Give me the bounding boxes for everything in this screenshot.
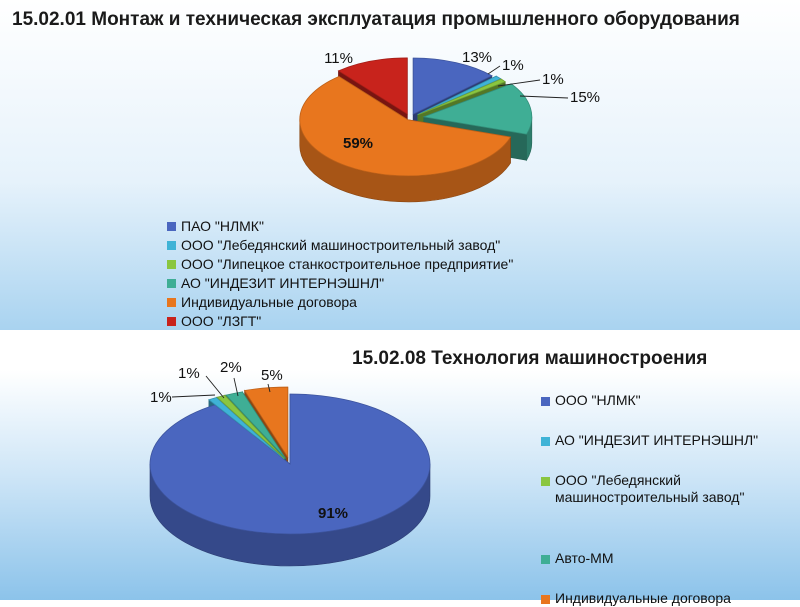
pie-slice [299, 75, 512, 177]
chart1-pie: 13% 1% 1% 15% 59% 11% [299, 49, 600, 203]
legend-label: Индивидуальные договора [181, 294, 357, 310]
pie-slice [149, 393, 431, 535]
pie-slice [412, 57, 493, 115]
chart1-legend: ПАО "НЛМК" ООО "Лебедянский машиностроите… [167, 218, 513, 332]
chart2-legend-item: ООО "Лебедянский машиностроительный заво… [541, 472, 770, 506]
data-label: 91% [318, 505, 348, 522]
data-label: 13% [462, 49, 492, 66]
legend-label: ООО "НЛМК" [555, 392, 641, 408]
data-label: 1% [178, 365, 200, 382]
legend-label: Авто-ММ [555, 550, 614, 566]
chart1-legend-item: ООО "ЛЗГТ" [167, 313, 513, 332]
chart2-legend: ООО "НЛМК" АО "ИНДЕЗИТ ИНТЕРНЭШНЛ" ООО "Ле… [541, 392, 770, 607]
data-label: 15% [570, 89, 600, 106]
chart2-pie: 91% 1% 1% 2% 5% [149, 359, 431, 567]
legend-swatch [167, 317, 176, 326]
legend-swatch [541, 437, 550, 446]
pie-slice [225, 391, 286, 459]
legend-label: АО "ИНДЕЗИТ ИНТЕРНЭШНЛ" [555, 432, 759, 448]
legend-swatch [167, 260, 176, 269]
data-label: 11% [324, 50, 353, 67]
chart2-title: 15.02.08 Технология машиностроения [352, 348, 708, 369]
leader-line [267, 383, 271, 393]
chart2-legend-item: Индивидуальные договора [541, 590, 770, 607]
pie-slice [216, 394, 285, 459]
legend-swatch [167, 298, 176, 307]
legend-swatch [541, 397, 550, 406]
leader-line [233, 377, 239, 397]
legend-label: ООО "Липецкое станкостроительное предпри… [181, 256, 514, 272]
legend-swatch [167, 222, 176, 231]
data-label: 59% [343, 135, 373, 152]
chart1-legend-item: ООО "Лебедянский машиностроительный заво… [167, 237, 513, 256]
chart1-title: 15.02.01 Монтаж и техническая эксплуатац… [12, 9, 740, 30]
legend-label: АО "ИНДЕЗИТ ИНТЕРНЭШНЛ" [181, 275, 385, 291]
chart2-legend-item: АО "ИНДЕЗИТ ИНТЕРНЭШНЛ" [541, 432, 770, 449]
leader-line [205, 375, 225, 399]
data-label: 5% [261, 367, 283, 384]
chart2-legend-item: Авто-ММ [541, 550, 770, 567]
pie-slice [422, 83, 533, 135]
leader-line [487, 65, 501, 75]
leader-line [497, 79, 541, 87]
legend-label: ООО "ЛЗГТ" [181, 313, 262, 329]
data-label: 1% [542, 71, 564, 88]
pie-slice [208, 397, 285, 460]
chart2-legend-item: ООО "НЛМК" [541, 392, 770, 409]
background-band-middle [0, 330, 800, 370]
pie-slice [337, 57, 408, 115]
legend-swatch [167, 241, 176, 250]
legend-label: ООО "Лебедянский машиностроительный заво… [555, 472, 745, 505]
chart1-legend-item: ООО "Липецкое станкостроительное предпри… [167, 256, 513, 275]
pie-slice [417, 78, 507, 116]
chart1-legend-item: Индивидуальные договора [167, 294, 513, 313]
legend-swatch [541, 555, 550, 564]
pie-slice [243, 386, 289, 459]
legend-label: ПАО "НЛМК" [181, 218, 264, 234]
leader-line [519, 95, 569, 99]
chart1-legend-item: ПАО "НЛМК" [167, 218, 513, 237]
legend-label: Индивидуальные договора [555, 590, 731, 606]
data-label: 1% [150, 389, 172, 406]
data-label: 1% [502, 57, 524, 74]
legend-swatch [541, 477, 550, 486]
legend-label: ООО "Лебедянский машиностроительный заво… [181, 237, 501, 253]
leader-line [171, 394, 216, 398]
data-label: 2% [220, 359, 242, 376]
legend-swatch [167, 279, 176, 288]
chart1-legend-item: АО "ИНДЕЗИТ ИНТЕРНЭШНЛ" [167, 275, 513, 294]
